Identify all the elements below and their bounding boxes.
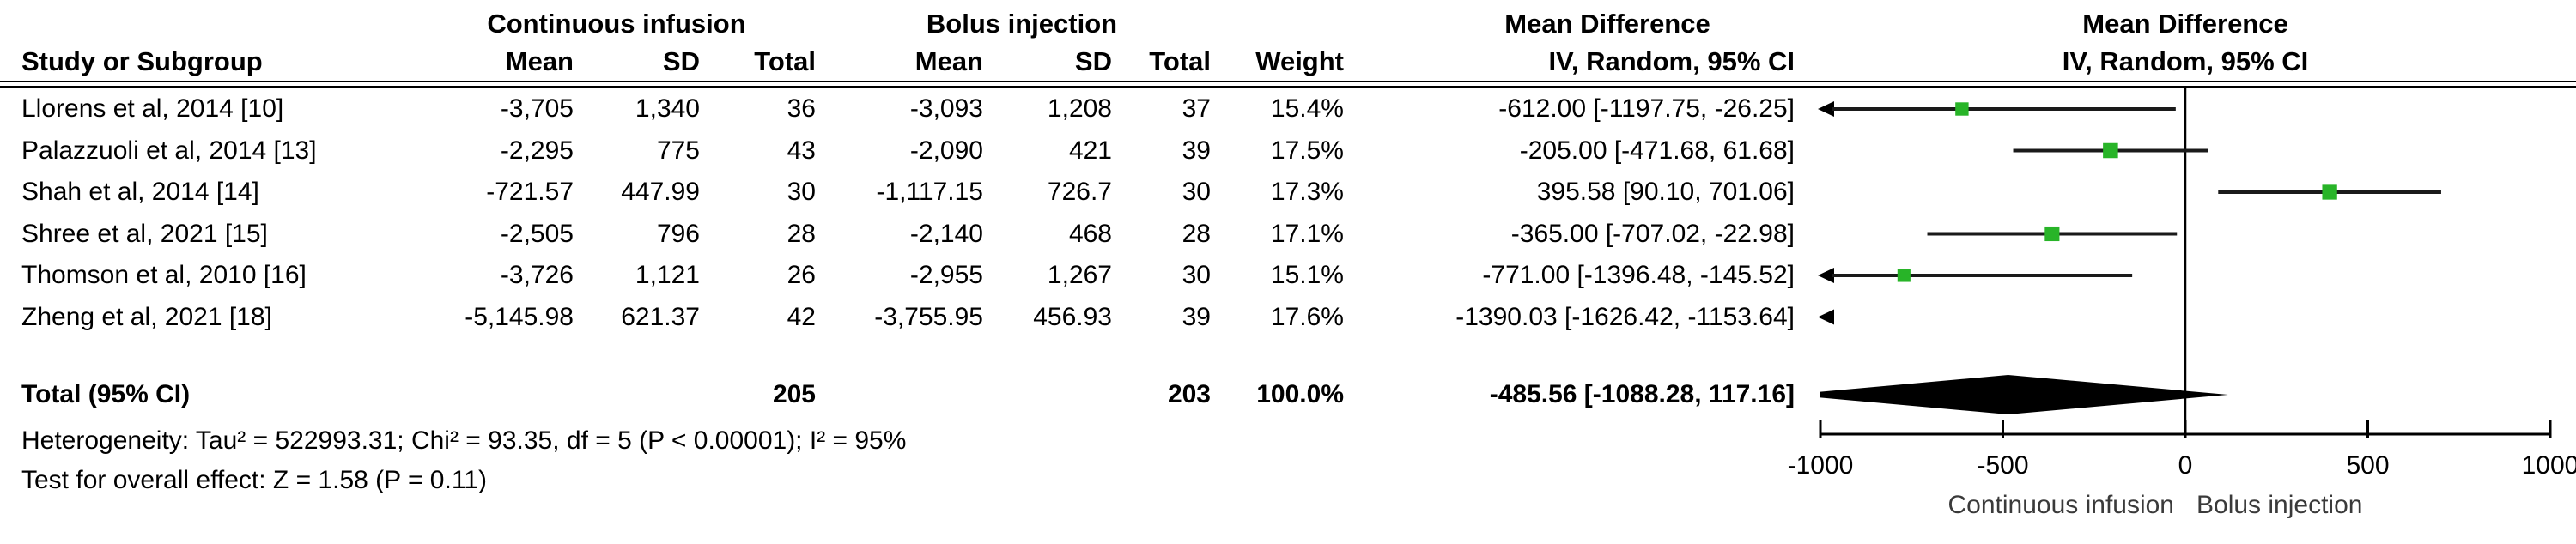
column-header-g2-sd: SD xyxy=(1074,46,1112,76)
cell-g2-mean: -2,140 xyxy=(909,220,983,248)
cell-g2-total: 39 xyxy=(1182,303,1211,331)
cell-study-name: Llorens et al, 2014 [10] xyxy=(21,94,284,123)
x-axis-tick-label: 1000 xyxy=(2522,451,2576,480)
cell-g2-sd: 421 xyxy=(1068,136,1112,165)
mean-marker xyxy=(2044,226,2060,242)
cell-md-ci: -365.00 [-707.02, -22.98] xyxy=(1510,220,1795,248)
x-axis-tick-label: -1000 xyxy=(1788,451,1854,480)
column-header-g2-mean: Mean xyxy=(914,46,983,76)
cell-g2-total: 30 xyxy=(1182,178,1211,206)
header-rule-bottom xyxy=(0,86,2576,88)
mean-marker xyxy=(1955,102,1969,116)
x-axis-tick-label: 500 xyxy=(2346,451,2389,480)
total-row-label: Total (95% CI) xyxy=(21,380,191,408)
total-row-g2-total: 203 xyxy=(1167,380,1211,408)
header-rule-top xyxy=(0,81,2576,82)
ci-clipped-left-arrow xyxy=(1818,101,1834,117)
cell-md-ci: 395.58 [90.10, 701.06] xyxy=(1536,178,1795,206)
cell-g2-total: 39 xyxy=(1182,136,1211,165)
cell-g2-total: 30 xyxy=(1182,261,1211,289)
cell-g2-sd: 1,267 xyxy=(1047,261,1112,289)
cell-g2-sd: 456.93 xyxy=(1033,303,1112,331)
heterogeneity-stats: Heterogeneity: Tau² = 522993.31; Chi² = … xyxy=(21,426,907,455)
x-axis-tick-label: -500 xyxy=(1977,451,2028,480)
cell-study-name: Zheng et al, 2021 [18] xyxy=(21,303,272,331)
cell-weight: 17.3% xyxy=(1270,178,1344,206)
column-header-g2-total: Total xyxy=(1149,46,1211,76)
axis-right-caption: Bolus injection xyxy=(2196,491,2362,519)
cell-g1-total: 42 xyxy=(787,303,816,331)
cell-weight: 17.5% xyxy=(1270,136,1344,165)
column-header-weight: Weight xyxy=(1255,46,1344,76)
column-header-g1-total: Total xyxy=(754,46,816,76)
cell-g2-total: 37 xyxy=(1182,94,1211,123)
pooled-diamond xyxy=(1820,375,2228,414)
x-axis-tick-label: 0 xyxy=(2178,451,2193,480)
cell-g1-mean: -3,705 xyxy=(500,94,574,123)
cell-study-name: Shree et al, 2021 [15] xyxy=(21,220,268,248)
ci-clipped-left-arrow xyxy=(1818,309,1834,325)
axis-left-caption: Continuous infusion xyxy=(1947,491,2174,519)
overall-effect-stats: Test for overall effect: Z = 1.58 (P = 0… xyxy=(21,466,487,494)
cell-md-ci: -1390.03 [-1626.42, -1153.64] xyxy=(1455,303,1795,331)
cell-g1-sd: 775 xyxy=(656,136,700,165)
mean-marker xyxy=(2322,184,2337,200)
cell-g1-total: 36 xyxy=(787,94,816,123)
cell-g2-sd: 726.7 xyxy=(1047,178,1112,206)
cell-study-name: Shah et al, 2014 [14] xyxy=(21,178,259,206)
cell-g1-mean: -2,505 xyxy=(500,220,574,248)
cell-g1-sd: 1,340 xyxy=(635,94,700,123)
cell-g2-mean: -1,117.15 xyxy=(876,178,983,206)
plot-header-line1: Mean Difference xyxy=(2082,9,2288,39)
cell-g2-mean: -2,090 xyxy=(909,136,983,165)
cell-g2-mean: -3,093 xyxy=(909,94,983,123)
cell-weight: 15.4% xyxy=(1270,94,1344,123)
total-row-md-ci: -485.56 [-1088.28, 117.16] xyxy=(1489,380,1795,408)
cell-g2-mean: -2,955 xyxy=(909,261,983,289)
cell-g1-total: 26 xyxy=(787,261,816,289)
total-row-weight: 100.0% xyxy=(1256,380,1344,408)
total-row-g1-total: 205 xyxy=(772,380,816,408)
cell-g1-sd: 796 xyxy=(656,220,700,248)
cell-g1-sd: 447.99 xyxy=(621,178,700,206)
mean-marker xyxy=(1897,269,1911,282)
cell-weight: 17.1% xyxy=(1270,220,1344,248)
plot-header-line2: IV, Random, 95% CI xyxy=(2062,46,2309,76)
column-header-study: Study or Subgroup xyxy=(21,46,263,76)
cell-g2-total: 28 xyxy=(1182,220,1211,248)
md-column-header-line1: Mean Difference xyxy=(1504,9,1710,39)
mean-marker xyxy=(2103,142,2118,159)
group1-header: Continuous infusion xyxy=(487,9,746,39)
cell-g2-mean: -3,755.95 xyxy=(874,303,983,331)
column-header-g1-sd: SD xyxy=(662,46,700,76)
ci-clipped-left-arrow xyxy=(1818,268,1834,283)
cell-study-name: Thomson et al, 2010 [16] xyxy=(21,261,307,289)
cell-g1-mean: -721.57 xyxy=(486,178,574,206)
cell-md-ci: -612.00 [-1197.75, -26.25] xyxy=(1498,94,1795,123)
cell-g1-sd: 1,121 xyxy=(635,261,700,289)
group2-header: Bolus injection xyxy=(926,9,1118,39)
cell-g1-total: 28 xyxy=(787,220,816,248)
cell-g1-mean: -5,145.98 xyxy=(465,303,574,331)
cell-study-name: Palazzuoli et al, 2014 [13] xyxy=(21,136,317,165)
cell-g1-total: 43 xyxy=(787,136,816,165)
column-header-g1-mean: Mean xyxy=(505,46,574,76)
cell-weight: 15.1% xyxy=(1270,261,1344,289)
cell-g1-total: 30 xyxy=(787,178,816,206)
cell-weight: 17.6% xyxy=(1270,303,1344,331)
cell-g1-mean: -3,726 xyxy=(500,261,574,289)
cell-g2-sd: 468 xyxy=(1068,220,1112,248)
cell-md-ci: -771.00 [-1396.48, -145.52] xyxy=(1482,261,1795,289)
md-column-header-line2: IV, Random, 95% CI xyxy=(1548,46,1795,76)
cell-g1-sd: 621.37 xyxy=(621,303,700,331)
cell-g1-mean: -2,295 xyxy=(500,136,574,165)
cell-g2-sd: 1,208 xyxy=(1047,94,1112,123)
cell-md-ci: -205.00 [-471.68, 61.68] xyxy=(1519,136,1795,165)
